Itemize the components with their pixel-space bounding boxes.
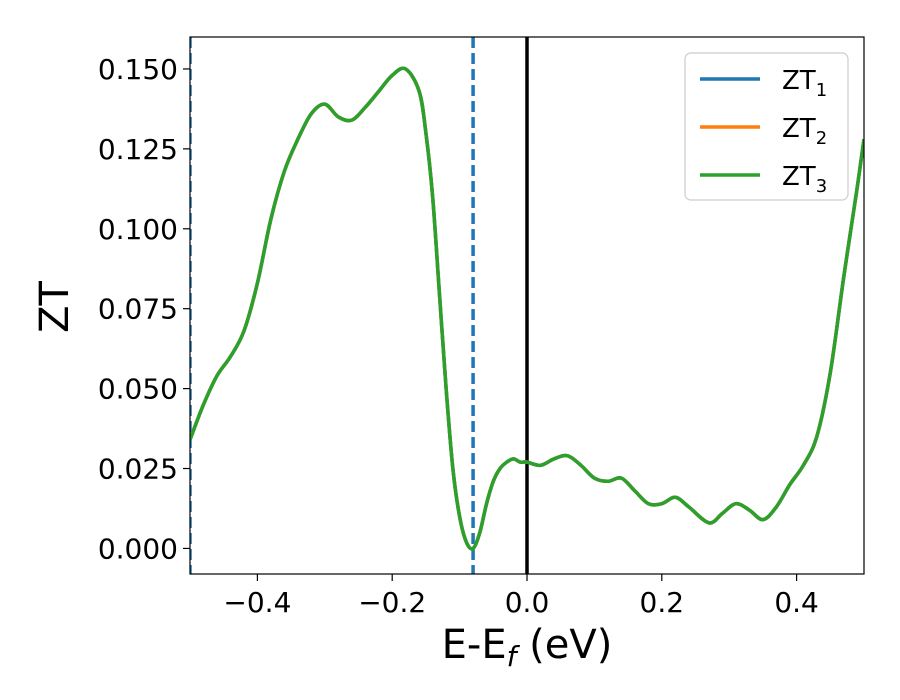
y-tick-label: 0.050 [98, 373, 178, 406]
x-axis-ticks: −0.4 −0.2 0.0 0.2 0.4 [223, 574, 819, 619]
x-axis-label: E-Ef (eV) [442, 622, 613, 673]
x-tick-label: −0.2 [358, 586, 426, 619]
x-tick-label: 0.0 [505, 586, 550, 619]
y-tick-label: 0.075 [98, 293, 178, 326]
series-lines [190, 66, 864, 551]
series-line-zt3 [190, 66, 864, 551]
y-tick-label: 0.100 [98, 213, 178, 246]
y-tick-label: 0.000 [98, 532, 178, 565]
legend-label-zt1: ZT1 [782, 66, 827, 101]
legend-label-zt3: ZT3 [782, 162, 827, 197]
y-tick-label: 0.125 [98, 133, 178, 166]
x-tick-label: 0.4 [774, 586, 819, 619]
legend: ZT1 ZT2 ZT3 [684, 52, 849, 201]
y-axis-label: ZT [32, 281, 78, 333]
y-tick-label: 0.025 [98, 453, 178, 486]
y-tick-label: 0.150 [98, 53, 178, 86]
x-tick-label: −0.4 [223, 586, 291, 619]
vertical-reference-lines [190, 37, 529, 574]
x-tick-label: 0.2 [640, 586, 685, 619]
legend-label-zt2: ZT2 [782, 114, 827, 149]
y-axis-ticks: 0.000 0.025 0.050 0.075 0.100 0.125 0.150 [98, 53, 190, 565]
legend-box [684, 52, 849, 201]
